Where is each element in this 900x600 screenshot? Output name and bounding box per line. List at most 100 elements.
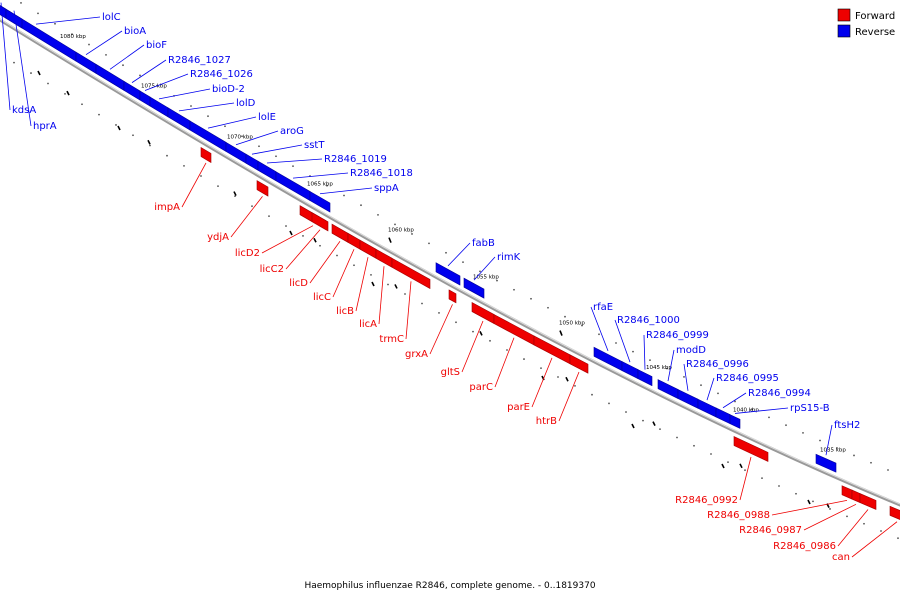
leader-ftsH2 [825,424,833,456]
gene-rpS15-B [729,414,741,429]
ruler-dot [744,469,746,472]
ruler-dot [285,225,287,227]
kbp-tick-mark-inner [66,90,70,96]
leader-licB [355,257,369,312]
kbp-tick-mark-inner [117,125,121,131]
ruler-dot [880,530,882,532]
ruler-dot [71,33,73,36]
kbp-tick-mark-inner [289,230,293,236]
genome-backbone-highlight [0,18,900,505]
leader-lolC [35,16,101,25]
ruler-dot [445,251,447,254]
ruler-dot [353,264,355,267]
ruler-dot [336,254,338,257]
gene-label-R2846_0996: R2846_0996 [686,359,749,370]
ruler-dot [710,453,712,455]
leader-htrB [558,371,580,422]
gene-label-parC: parC [469,382,493,393]
ruler-dot [326,184,328,187]
leader-sppA [319,187,373,195]
leader-licC [332,249,355,298]
kbp-tick-mark-inner [233,191,237,196]
gene-label-R2846_0986: R2846_0986 [773,541,836,552]
ruler-dot [666,367,668,370]
ruler-dot [778,485,780,487]
gene-features [0,5,900,520]
leader-sstT [251,144,303,155]
gene-impA [200,146,212,163]
kbp-tick-label: 1065 kbp [307,181,333,187]
gene-label-licB: licB [336,306,354,317]
gene-label-parE: parE [507,402,530,413]
ruler-dot [387,283,389,286]
gene-label-bioD-2: bioD-2 [212,84,245,95]
leader-impA [181,162,207,208]
genome-backbone [0,18,900,507]
leader-R2846_1018 [292,172,349,179]
ruler-dot [795,492,797,495]
ruler-dots [13,2,899,540]
gene-licC2 [311,212,329,232]
ruler-dot [557,376,559,378]
kbp-tick-label: 1055 kbp [473,275,499,281]
ruler-dot [258,145,260,148]
gene-label-lolE: lolE [258,112,276,123]
leader-bioA [85,30,123,56]
ruler-dot [683,376,685,378]
leader-R2846_0999 [643,334,646,370]
gene-label-R2846_1026: R2846_1026 [190,69,253,80]
kbp-tick-mark-inner [147,139,151,145]
ruler-dot [863,522,865,525]
gene-rimK [463,277,485,299]
gene-R2846_0992 [733,436,769,462]
ruler-dot [615,342,617,344]
ruler-dot [343,194,345,197]
gene-label-R2846_1000: R2846_1000 [617,315,680,326]
leader-R2846_1027 [131,59,167,83]
kbp-tick-mark-inner [739,463,743,469]
ruler-dot [139,74,141,77]
leader-licD [309,240,341,284]
gene-ftsH2 [815,453,837,473]
gene-label-R2846_1019: R2846_1019 [324,154,387,165]
ruler-dot [115,124,117,126]
ruler-dot [149,144,151,147]
gene-label-ftsH2: ftsH2 [834,420,860,431]
gene-label-sstT: sstT [304,140,325,151]
gene-fabB [435,262,461,286]
legend-reverse-swatch [837,24,851,38]
gene-label-R2846_0987: R2846_0987 [739,525,802,536]
ruler-dot [224,125,226,128]
figure-caption: Haemophilus influenzae R2846, complete g… [304,581,595,591]
gene-label-aroG: aroG [280,126,304,137]
ruler-dot [717,392,719,395]
ruler-dot [37,12,39,15]
gene-label-R2846_0988: R2846_0988 [707,510,770,521]
ruler-dot [268,215,270,218]
leader-parE [531,357,553,408]
ruler-dot [523,358,525,360]
gene-label-R2846_0995: R2846_0995 [716,373,779,384]
ruler-dot [462,261,464,264]
ruler-dot [496,279,498,282]
leader-bioD-2 [158,88,211,100]
gene-R2846_1026 [139,90,151,107]
ruler-dot [370,273,372,276]
gene-label-licD2: licD2 [235,248,260,259]
leader-rpS15-B [734,407,789,414]
kbp-tick-mark [388,237,392,243]
leader-R2846_0988 [771,500,848,516]
leader-R2846_0992 [739,456,752,501]
ruler-dot [438,312,440,314]
leader-rfaE [590,306,609,352]
gene-label-trmC: trmC [379,334,404,345]
legend-forward-label: Forward [855,11,895,22]
gene-label-htrB: htrB [536,416,557,427]
leader-licD2 [261,225,314,254]
ruler-dot [761,477,763,480]
ruler-dot [564,315,566,318]
ruler-dot [421,302,423,305]
gene-R2846_0986 [859,493,877,510]
leader-licC2 [285,229,321,270]
